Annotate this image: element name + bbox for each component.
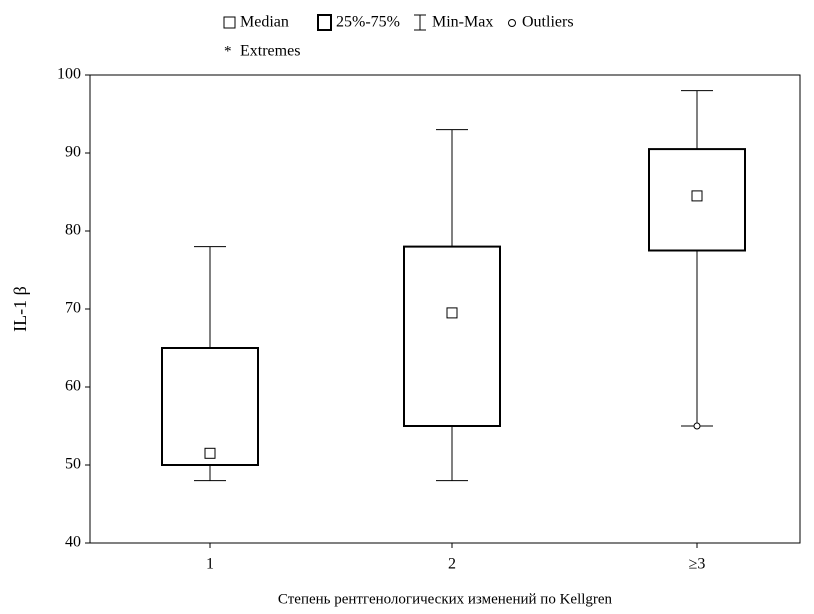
median [446, 307, 458, 319]
median [691, 190, 703, 202]
outlier [693, 422, 701, 430]
y-axis-label: IL-1 β [10, 286, 30, 332]
legend-whisker-symbol [414, 14, 426, 31]
legend-median-symbol [223, 16, 236, 29]
y-tick-label: 70 [65, 300, 81, 317]
legend-label: Min-Max [432, 14, 493, 31]
legend-outlier-symbol [508, 19, 516, 27]
legend-box-symbol [317, 14, 332, 31]
box [161, 347, 259, 466]
legend: Median 25%-75% Min-Max Outliers * Extrem… [223, 14, 574, 60]
legend-label: Median [240, 14, 289, 31]
median [204, 447, 216, 459]
x-tick-label: 2 [448, 556, 456, 573]
x-axis-label: Степень рентгенологических изменений по … [278, 591, 613, 607]
legend-label: 25%-75% [336, 14, 400, 31]
y-tick-label: 40 [65, 534, 81, 551]
y-tick-label: 90 [65, 144, 81, 161]
y-tick-label: 50 [65, 456, 81, 473]
y-tick-label: 100 [57, 66, 81, 83]
legend-label: Extremes [240, 43, 300, 60]
x-tick-label: ≥3 [689, 556, 706, 573]
y-tick-label: 80 [65, 222, 81, 239]
y-tick-label: 60 [65, 378, 81, 395]
legend-extreme-symbol: * [224, 43, 232, 59]
legend-label: Outliers [522, 14, 574, 31]
box [403, 245, 501, 427]
x-tick-label: 1 [206, 556, 214, 573]
